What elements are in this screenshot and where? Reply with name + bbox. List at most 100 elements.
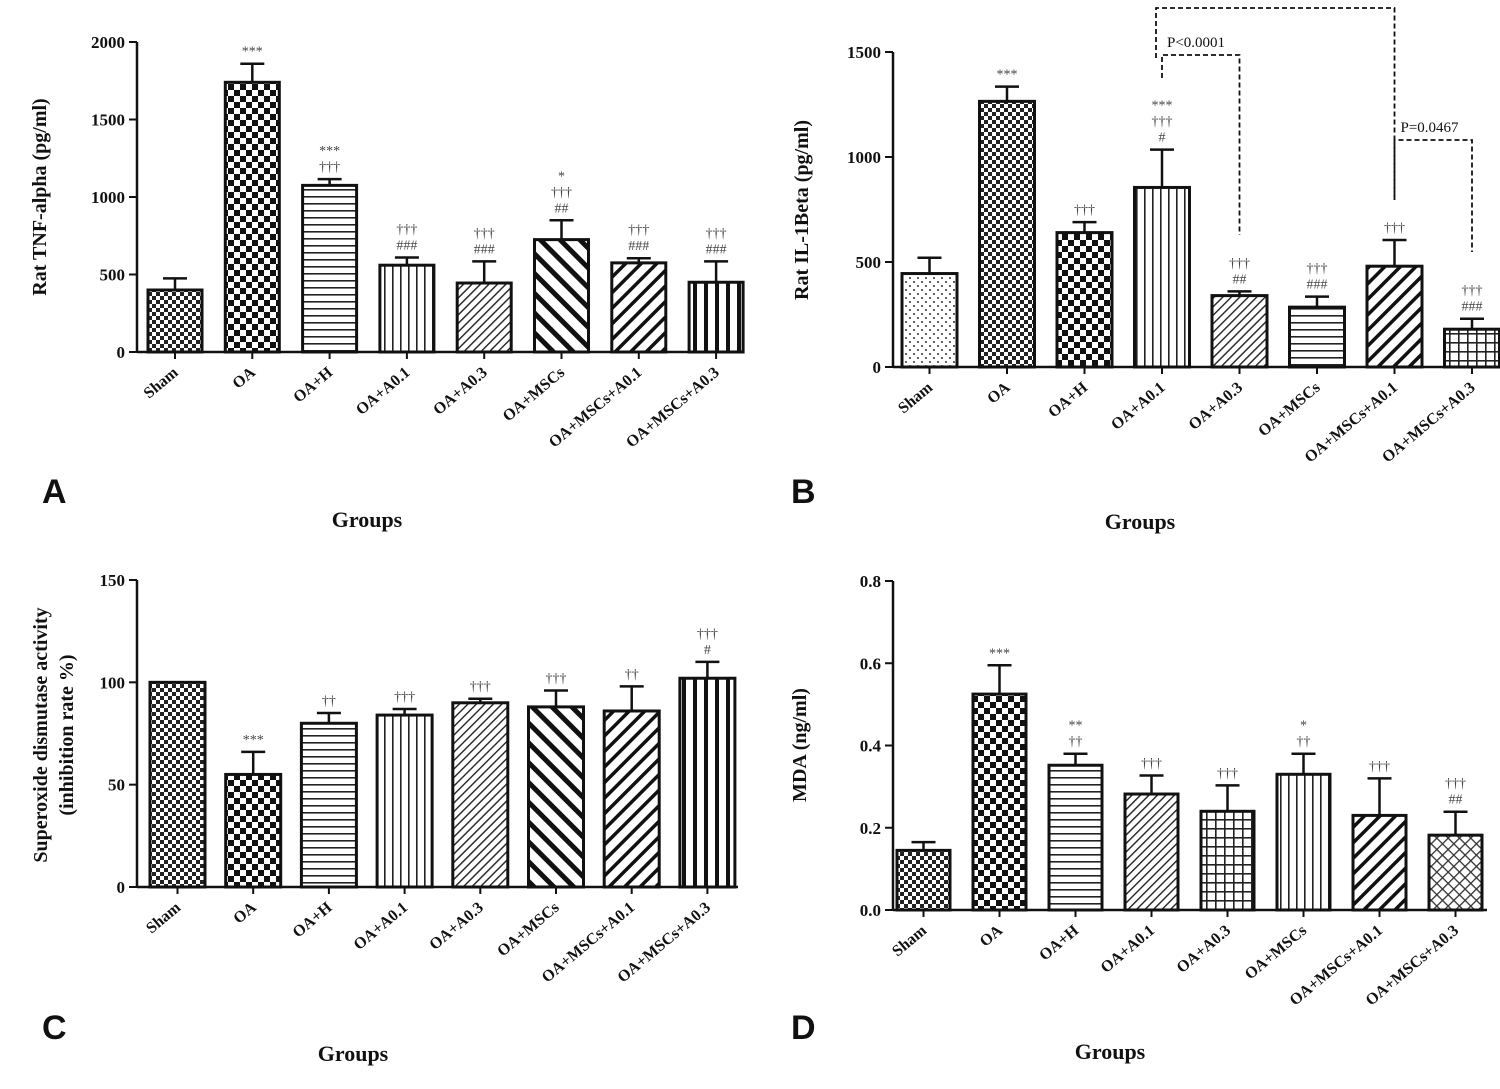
- y-tick-label: 100: [100, 673, 126, 692]
- significance-marker: ***: [989, 646, 1010, 661]
- x-tick-label: OA+A0.3: [1174, 922, 1234, 977]
- significance-marker: †††: [319, 160, 340, 175]
- significance-marker: ††: [1069, 735, 1083, 750]
- y-tick-label: 0: [117, 343, 126, 362]
- significance-marker: ***: [243, 733, 264, 748]
- significance-marker: ###: [706, 242, 727, 257]
- significance-marker: †††: [1141, 757, 1162, 772]
- y-axis-label: Rat IL-1Beta (pg/ml): [791, 120, 813, 300]
- y-tick-label: 0.6: [860, 654, 881, 673]
- bar: [148, 680, 207, 889]
- significance-marker: *: [1300, 719, 1307, 734]
- significance-marker: ***: [1152, 99, 1173, 114]
- significance-marker: ##: [555, 201, 569, 216]
- x-tick-label: OA: [230, 364, 260, 393]
- significance-marker: †††: [697, 627, 718, 642]
- x-tick-label: OA: [977, 922, 1007, 951]
- significance-marker: †††: [628, 223, 649, 238]
- bar: [375, 713, 434, 889]
- p-value-label: P=0.0467: [1401, 120, 1460, 136]
- significance-marker: †††: [1217, 766, 1238, 781]
- significance-marker: **: [1069, 719, 1083, 734]
- significance-marker: #: [704, 643, 711, 658]
- x-tick-label: OA+A0.3: [426, 899, 486, 954]
- significance-marker: ††: [322, 694, 336, 709]
- bar: [527, 705, 585, 889]
- x-tick-label: OA+A0.1: [353, 364, 413, 419]
- significance-marker: #: [1159, 131, 1166, 146]
- bar: [900, 272, 959, 369]
- bar: [301, 183, 359, 354]
- x-tick-label: OA+H: [1045, 379, 1091, 422]
- significance-marker: ††: [625, 667, 639, 682]
- significance-marker: †††: [1369, 759, 1390, 774]
- y-tick-label: 1500: [91, 111, 125, 130]
- x-tick-label: Sham: [889, 922, 930, 961]
- y-tick-label: 0: [873, 358, 882, 377]
- y-tick-label: 50: [108, 776, 125, 795]
- significance-marker: †††: [474, 226, 495, 241]
- y-tick-label: 0: [117, 878, 126, 897]
- significance-marker: ##: [1233, 272, 1247, 287]
- significance-marker: †††: [1462, 284, 1483, 299]
- significance-marker: †††: [1445, 777, 1466, 792]
- significance-marker: ***: [242, 45, 263, 60]
- significance-marker: ††: [1297, 735, 1311, 750]
- bar: [1199, 809, 1256, 912]
- y-tick-label: 0.4: [860, 737, 882, 756]
- significance-marker: †††: [1307, 262, 1328, 277]
- x-tick-label: Sham: [143, 899, 184, 938]
- x-tick-label: OA+A0.1: [351, 899, 411, 954]
- x-axis-label: Groups: [1105, 509, 1176, 534]
- x-tick-label: OA+MSCs: [1255, 379, 1323, 440]
- x-tick-label: OA+H: [290, 364, 336, 407]
- comparison-bracket: [1155, 7, 1396, 200]
- y-tick-label: 150: [100, 571, 126, 590]
- bar: [1123, 792, 1180, 912]
- significance-marker: †††: [1152, 115, 1173, 130]
- significance-marker: ***: [319, 144, 340, 159]
- bar: [1210, 294, 1269, 369]
- bar: [1133, 185, 1191, 369]
- bar: [1443, 327, 1500, 369]
- x-tick-label: OA+H: [290, 899, 336, 942]
- bar: [378, 263, 436, 354]
- significance-marker: †††: [1229, 256, 1250, 271]
- x-axis-label: Groups: [1075, 1039, 1146, 1064]
- x-tick-label: OA+A0.3: [1186, 379, 1246, 434]
- x-tick-label: Sham: [895, 379, 936, 418]
- bar: [533, 238, 590, 354]
- bar: [602, 709, 661, 889]
- significance-marker: *: [558, 169, 565, 184]
- bar: [1427, 833, 1484, 912]
- bar: [1365, 264, 1424, 369]
- p-value-label: P<0.0001: [1167, 35, 1225, 51]
- y-tick-label: 1000: [847, 148, 881, 167]
- significance-marker: ***: [997, 68, 1018, 83]
- y-axis-label: Superoxide dismutase activity (inhibition…: [30, 607, 78, 862]
- panel-label: D: [791, 1009, 816, 1047]
- panel-label: C: [42, 1009, 67, 1047]
- bar: [1055, 231, 1114, 369]
- x-tick-label: OA+MSCs: [500, 364, 568, 425]
- x-tick-label: OA+A0.1: [1108, 379, 1168, 434]
- significance-marker: †††: [1384, 221, 1405, 236]
- significance-marker: †††: [546, 672, 567, 687]
- significance-marker: ###: [628, 239, 649, 254]
- bar: [971, 692, 1028, 912]
- y-axis-label: Rat TNF-alpha (pg/ml): [29, 98, 51, 295]
- y-tick-label: 0.2: [860, 819, 881, 838]
- significance-marker: †††: [394, 690, 415, 705]
- bar: [224, 772, 283, 889]
- x-tick-label: OA+A0.3: [430, 364, 490, 419]
- y-tick-label: 500: [856, 253, 882, 272]
- significance-marker: †††: [706, 226, 727, 241]
- bar: [455, 281, 513, 354]
- x-tick-label: OA+MSCs: [494, 899, 562, 960]
- significance-marker: ###: [474, 242, 495, 257]
- significance-marker: †††: [551, 185, 572, 200]
- y-tick-label: 500: [100, 266, 126, 285]
